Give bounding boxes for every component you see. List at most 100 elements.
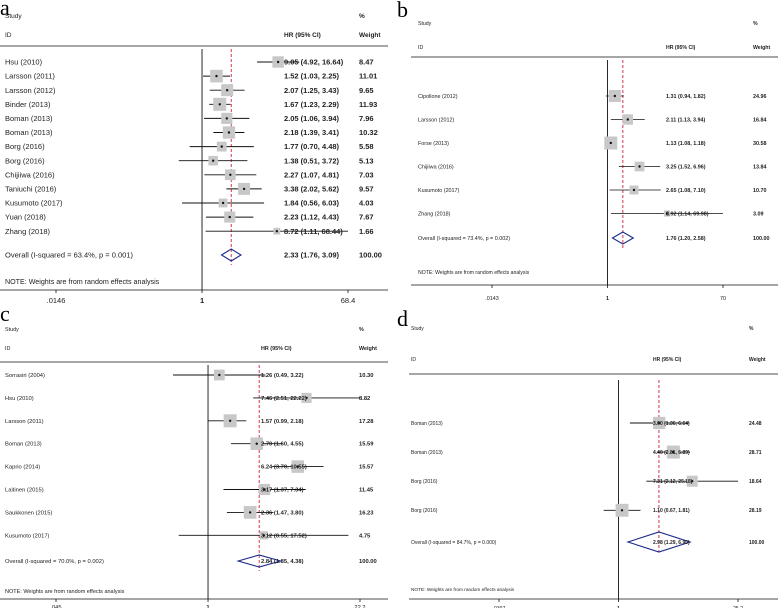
study-label: Kusumoto (2017) bbox=[418, 188, 460, 194]
weights-note: NOTE: Weights are from random effects an… bbox=[411, 587, 515, 593]
axis-tick-label: 1 bbox=[606, 296, 609, 302]
overall-diamond bbox=[220, 248, 243, 262]
study-weight: 3.09 bbox=[753, 211, 764, 217]
study-ci: 1.26 (0.49, 3.22) bbox=[261, 373, 304, 379]
weights-note: NOTE: Weights are from random effects an… bbox=[5, 589, 125, 595]
point-estimate bbox=[263, 488, 266, 491]
point-estimate bbox=[229, 173, 232, 176]
study-weight: 10.32 bbox=[359, 128, 378, 137]
study-ci: 9.05 (4.92, 16.64) bbox=[284, 58, 344, 67]
point-estimate bbox=[672, 450, 675, 454]
study-weight: 10.70 bbox=[753, 188, 767, 194]
point-estimate bbox=[275, 230, 279, 233]
header-id: ID bbox=[5, 32, 12, 39]
study-weight: 28.71 bbox=[749, 450, 762, 456]
axis-tick-label: 1 bbox=[206, 605, 210, 608]
study-ci: 2.23 (1.12, 4.43) bbox=[284, 213, 340, 222]
header-weight: Weight bbox=[359, 32, 381, 39]
forest-panel-d: d Study ID HR (95% CI)% Weight Boman (2013) 3… bbox=[389, 304, 778, 608]
point-estimate bbox=[657, 421, 661, 425]
study-weight: 24.96 bbox=[753, 94, 767, 100]
study-ci: 1.13 (1.08, 1.18) bbox=[666, 141, 706, 147]
study-ci: 7.46 (2.51, 22.22) bbox=[261, 396, 307, 402]
overall-diamond bbox=[626, 531, 692, 553]
header-study: Study bbox=[5, 13, 22, 20]
study-ci: 1.57 (0.99, 2.18) bbox=[261, 419, 304, 425]
study-label: Zhang (2018) bbox=[5, 227, 51, 236]
study-label: Borg (2016) bbox=[411, 508, 438, 514]
study-label: Chijiiwa (2016) bbox=[418, 164, 454, 170]
header-id: ID bbox=[418, 45, 423, 51]
point-estimate bbox=[255, 442, 258, 445]
study-weight: 7.03 bbox=[359, 170, 374, 179]
study-label: Borg (2016) bbox=[411, 479, 438, 485]
header-study: Study bbox=[411, 326, 424, 332]
header-study: Study bbox=[5, 327, 19, 333]
header-weight: Weight bbox=[753, 45, 770, 51]
study-weight: 17.28 bbox=[359, 419, 374, 425]
header-id: ID bbox=[411, 357, 416, 363]
study-ci: 2.36 (1.47, 3.80) bbox=[261, 510, 304, 516]
header-hr: HR (95% CI) bbox=[261, 346, 292, 352]
forest-plot-d: Study ID HR (95% CI)% Weight Boman (2013) 3.0… bbox=[409, 326, 778, 608]
point-estimate bbox=[228, 419, 232, 422]
study-ci: 2.07 (1.25, 3.43) bbox=[284, 86, 340, 95]
study-label: Yuan (2018) bbox=[5, 213, 46, 222]
header-study: Study bbox=[418, 21, 432, 27]
study-label: Borg (2016) bbox=[5, 156, 45, 165]
study-label: Boman (2013) bbox=[5, 114, 53, 123]
study-weight: 16.84 bbox=[753, 117, 767, 123]
point-estimate bbox=[632, 188, 636, 192]
study-weight: 7.96 bbox=[359, 114, 374, 123]
study-label: Kusumoto (2017) bbox=[5, 533, 50, 539]
overall-ci: 1.76 (1.20, 2.58) bbox=[666, 236, 706, 242]
study-weight: 15.59 bbox=[359, 442, 374, 448]
overall-weight: 100.00 bbox=[753, 236, 770, 242]
study-weight: 10.30 bbox=[359, 373, 374, 379]
study-weight: 9.65 bbox=[359, 86, 374, 95]
header-hr: HR (95% CI) bbox=[284, 32, 321, 39]
study-label: Binder (2013) bbox=[5, 100, 51, 109]
study-weight: 5.13 bbox=[359, 156, 374, 165]
header-weight: Weight bbox=[359, 346, 377, 352]
study-weight: 11.93 bbox=[359, 100, 377, 109]
axis-tick-label: 25.2 bbox=[733, 606, 743, 608]
study-ci: 2.70 (1.60, 4.55) bbox=[261, 442, 304, 448]
study-weight: 15.57 bbox=[359, 465, 374, 471]
study-ci: 3.00 (1.36, 6.64) bbox=[653, 421, 690, 427]
overall-ci: 2.98 (1.29, 6.90) bbox=[653, 540, 690, 546]
point-estimate bbox=[215, 74, 218, 78]
axis-tick-label: .0397 bbox=[493, 606, 506, 608]
study-label: Larsson (2012) bbox=[418, 117, 454, 123]
point-estimate bbox=[690, 480, 694, 483]
point-estimate bbox=[242, 187, 246, 191]
study-ci: 2.65 (1.08, 7.10) bbox=[666, 188, 706, 194]
panel-label-c: c bbox=[0, 301, 10, 326]
study-label: Hsu (2010) bbox=[5, 396, 34, 402]
study-ci: 1.52 (1.03, 2.25) bbox=[284, 72, 340, 81]
study-label: Zhang (2018) bbox=[418, 211, 451, 217]
study-label: Cipollone (2012) bbox=[418, 94, 458, 100]
study-ci: 2.27 (1.07, 4.81) bbox=[284, 170, 340, 179]
point-estimate bbox=[218, 103, 221, 106]
study-label: Saukkonen (2015) bbox=[5, 510, 52, 516]
study-ci: 1.10 (0.67, 1.81) bbox=[653, 508, 690, 514]
point-estimate bbox=[620, 509, 624, 512]
point-estimate bbox=[296, 465, 299, 468]
study-label: Laitinen (2015) bbox=[5, 488, 44, 494]
study-label: Larsson (2011) bbox=[5, 72, 55, 81]
point-estimate bbox=[248, 511, 252, 514]
panel-label-d: d bbox=[397, 306, 408, 331]
header-percent: % bbox=[753, 21, 758, 27]
point-estimate bbox=[262, 534, 266, 537]
study-ci: 4.40 (2.81, 6.89) bbox=[653, 450, 690, 456]
header-percent: % bbox=[749, 326, 754, 332]
study-ci: 1.38 (0.51, 3.72) bbox=[284, 156, 340, 165]
study-label: Kaprio (2014) bbox=[5, 465, 40, 471]
forest-panel-b: b Study ID HR (95% CI)% Weight Cipollone (20… bbox=[389, 0, 778, 304]
point-estimate bbox=[276, 60, 280, 64]
forest-plot-a: Study ID HR (95% CI)% Weight Hsu (2010) 9.05 … bbox=[0, 13, 388, 305]
point-estimate bbox=[228, 215, 231, 219]
study-label: Chijiiwa (2016) bbox=[5, 170, 55, 179]
study-weight: 4.75 bbox=[359, 533, 371, 539]
